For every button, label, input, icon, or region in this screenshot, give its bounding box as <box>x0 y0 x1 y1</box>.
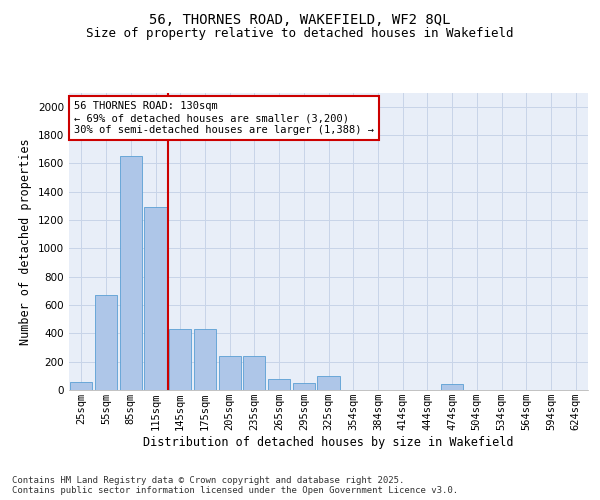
Text: Contains HM Land Registry data © Crown copyright and database right 2025.
Contai: Contains HM Land Registry data © Crown c… <box>12 476 458 495</box>
Y-axis label: Number of detached properties: Number of detached properties <box>19 138 32 344</box>
X-axis label: Distribution of detached houses by size in Wakefield: Distribution of detached houses by size … <box>143 436 514 449</box>
Bar <box>243 356 265 390</box>
Bar <box>441 384 463 390</box>
Bar <box>293 383 315 390</box>
Bar <box>194 329 216 390</box>
Text: Size of property relative to detached houses in Wakefield: Size of property relative to detached ho… <box>86 28 514 40</box>
Bar <box>119 156 142 390</box>
Bar <box>317 376 340 390</box>
Bar <box>145 207 167 390</box>
Bar <box>218 356 241 390</box>
Text: 56, THORNES ROAD, WAKEFIELD, WF2 8QL: 56, THORNES ROAD, WAKEFIELD, WF2 8QL <box>149 12 451 26</box>
Bar <box>169 329 191 390</box>
Text: 56 THORNES ROAD: 130sqm
← 69% of detached houses are smaller (3,200)
30% of semi: 56 THORNES ROAD: 130sqm ← 69% of detache… <box>74 102 374 134</box>
Bar <box>95 295 117 390</box>
Bar <box>268 378 290 390</box>
Bar <box>70 382 92 390</box>
